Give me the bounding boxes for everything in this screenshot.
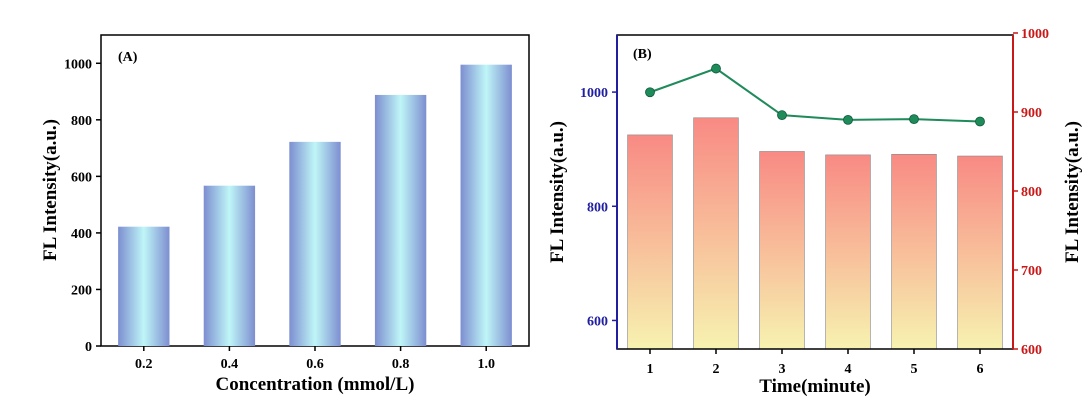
chart-b-series-point <box>711 63 721 74</box>
chart-b-series-point <box>843 115 853 125</box>
chart-b-series-point <box>909 114 919 125</box>
chart-a-bar <box>460 64 512 346</box>
chart-b-right-tick-label: 800 <box>1021 185 1042 200</box>
chart-a-ytick-label: 400 <box>71 227 92 242</box>
chart-b-bar <box>693 117 739 350</box>
chart-a-xtick-label: 0.2 <box>135 357 153 372</box>
chart-b-right-tick-label: 700 <box>1021 264 1042 279</box>
chart-b-xtick-label: 3 <box>779 362 786 377</box>
chart-a-bar <box>289 141 341 346</box>
chart-b-series-point <box>975 116 985 127</box>
chart-a: 0 200 400 600 800 1000 0.2 0.4 0.6 0.8 1.0 (A) Co… <box>40 34 530 395</box>
chart-b-series-point <box>645 87 655 98</box>
chart-b-right-tick-label: 900 <box>1021 106 1042 121</box>
chart-b-right-tick-label: 1000 <box>1021 27 1049 42</box>
chart-b-ylabel-right: FL Intensity(a.u.) <box>1062 121 1083 263</box>
chart-a-xtick-label: 0.6 <box>306 357 324 372</box>
chart-b-left-tick-label: 600 <box>587 314 608 329</box>
chart-b-xlabel: Time(minute) <box>759 376 871 397</box>
chart-b-ylabel-left: FL Intensity(a.u.) <box>547 121 568 263</box>
chart-b-bar <box>957 155 1003 350</box>
chart-b-bar <box>759 151 805 350</box>
chart-a-ytick-label: 800 <box>71 114 92 129</box>
chart-a-panel-label: (A) <box>118 50 138 65</box>
chart-a-ytick-label: 1000 <box>64 57 92 72</box>
chart-b-xtick-label: 2 <box>713 362 720 377</box>
chart-a-ytick-label: 200 <box>71 283 92 298</box>
chart-b-left-tick-label: 1000 <box>580 86 608 101</box>
chart-b-xtick-label: 6 <box>977 362 984 377</box>
chart-b-left-tick-label: 800 <box>587 200 608 215</box>
chart-b-bar <box>825 154 871 350</box>
chart-b-panel-label: (B) <box>633 47 652 62</box>
chart-a-xlabel: Concentration (mmol/L) <box>216 374 415 395</box>
chart-b-xtick-label: 4 <box>845 362 852 377</box>
chart-a-ytick-label: 600 <box>71 170 92 185</box>
chart-b-bar <box>891 154 937 350</box>
chart-b-bar <box>627 134 673 350</box>
chart-a-bar <box>203 185 256 346</box>
chart-a-bar <box>118 226 170 346</box>
chart-b-right-tick-label: 600 <box>1021 343 1042 358</box>
chart-a-xtick-label: 0.8 <box>392 357 410 372</box>
chart-b-xtick-label: 1 <box>647 362 654 377</box>
chart-b: 600 800 1000 600 700 800 900 1000 1 2 3 4 5 6 (B) T… <box>547 27 1083 397</box>
chart-a-ylabel: FL Intensity(a.u.) <box>40 119 61 261</box>
chart-a-bar <box>374 94 427 347</box>
chart-b-xtick-label: 5 <box>911 362 918 377</box>
chart-a-xtick-label: 0.4 <box>221 357 239 372</box>
chart-b-series-point <box>777 110 787 121</box>
chart-a-xtick-label: 1.0 <box>477 357 495 372</box>
chart-a-ytick-label: 0 <box>85 340 92 355</box>
chart-b-series-line <box>649 67 981 123</box>
